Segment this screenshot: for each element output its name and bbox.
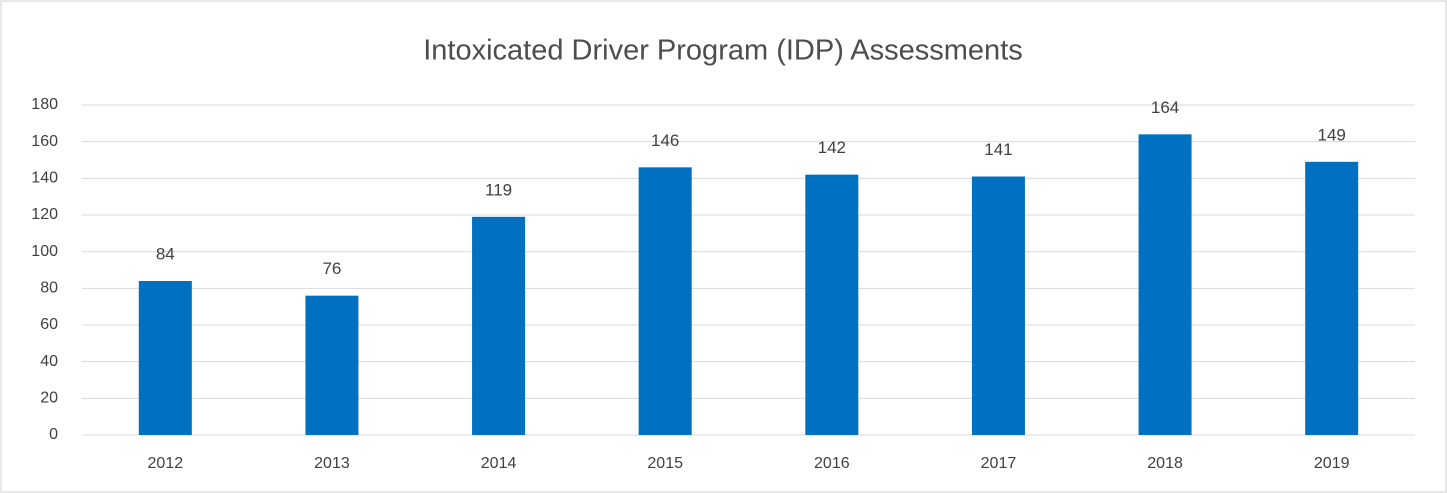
- bar: [138, 281, 192, 435]
- data-label: 164: [1151, 98, 1179, 117]
- x-tick-label: 2016: [814, 455, 850, 472]
- bar: [1138, 134, 1192, 436]
- data-label: 76: [322, 259, 341, 278]
- bar: [971, 176, 1025, 435]
- chart-title: Intoxicated Driver Program (IDP) Assessm…: [423, 35, 1023, 67]
- y-tick-label: 160: [31, 133, 58, 150]
- y-tick-label: 20: [40, 390, 58, 407]
- x-tick-label: 2015: [647, 455, 683, 472]
- y-tick-label: 40: [40, 353, 58, 370]
- y-tick-label: 80: [40, 280, 58, 297]
- data-label: 84: [156, 244, 175, 263]
- bar: [805, 174, 859, 435]
- bar: [1305, 161, 1359, 436]
- x-tick-label: 2012: [148, 455, 184, 472]
- y-tick-label: 100: [31, 243, 58, 260]
- x-tick-label: 2018: [1147, 455, 1183, 472]
- data-label: 141: [984, 140, 1012, 159]
- bar: [638, 167, 692, 436]
- y-tick-label: 120: [31, 206, 58, 223]
- data-label: 149: [1318, 125, 1346, 144]
- data-label: 142: [818, 138, 846, 157]
- x-tick-label: 2014: [481, 455, 517, 472]
- bar: [472, 216, 526, 435]
- data-label: 146: [651, 131, 679, 150]
- y-tick-label: 140: [31, 170, 58, 187]
- y-tick-label: 0: [49, 426, 58, 443]
- x-tick-label: 2019: [1314, 455, 1350, 472]
- x-tick-label: 2017: [981, 455, 1017, 472]
- data-label: 119: [485, 180, 512, 199]
- y-tick-label: 60: [40, 316, 58, 333]
- bar: [305, 295, 359, 435]
- x-tick-label: 2013: [314, 455, 350, 472]
- y-tick-label: 180: [31, 96, 58, 113]
